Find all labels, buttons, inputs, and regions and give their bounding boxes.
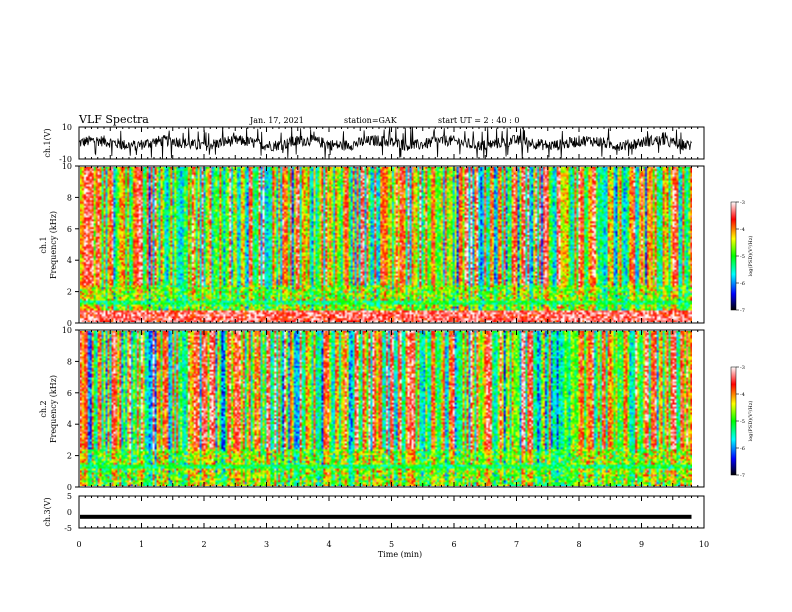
x-tick-label: 5 — [389, 540, 394, 549]
colorbar-tick-label: -5 — [740, 419, 745, 425]
spectrogram-ytick-label: 2 — [67, 452, 72, 461]
x-tick-label: 6 — [451, 540, 456, 549]
ch3-ytick-bottom: -5 — [64, 524, 72, 533]
x-axis-tick-labels: 0 1 2 3 4 5 6 7 8 9 10 — [76, 540, 709, 549]
colorbar-tick-label: -3 — [740, 200, 745, 206]
spectrogram-ytick-label: 10 — [62, 162, 72, 171]
colorbar-tick-label: -3 — [740, 365, 745, 371]
ch1-spectrogram-ylabel-channel: ch.1 — [39, 236, 48, 253]
x-tick-label: 8 — [576, 540, 581, 549]
ch1-spectrogram-panel: 0 2 4 6 8 10 ch.1 Frequency (kHz) — [39, 162, 705, 328]
colorbar-tick-label: -4 — [740, 392, 745, 398]
x-axis-label: Time (min) — [378, 550, 422, 559]
ch1-ytick-bottom: -10 — [59, 155, 72, 164]
x-tick-label: 10 — [699, 540, 709, 549]
colorbar-tick-label: -7 — [740, 308, 745, 314]
spectrogram-ytick-label: 10 — [62, 326, 72, 335]
ch1-spectrogram-ylabel-frequency: Frequency (kHz) — [49, 211, 58, 279]
spectrogram-ytick-label: 8 — [67, 357, 72, 366]
spectrogram-raster — [80, 331, 692, 486]
spectrogram-ytick-label: 4 — [67, 256, 72, 265]
ch3-waveform-ylabel: ch.3(V) — [43, 497, 52, 526]
ch1-ytick-top: 10 — [62, 123, 72, 132]
figure-title: VLF Spectra — [78, 113, 149, 126]
ch3-ytick-top: 5 — [67, 492, 72, 501]
x-tick-label: 4 — [326, 540, 331, 549]
colorbar-tick-label: -6 — [740, 446, 745, 452]
spectrogram-ytick-label: 4 — [67, 420, 72, 429]
colorbar-tick-label: -4 — [740, 227, 745, 233]
spectrogram-ytick-label: 6 — [67, 389, 72, 398]
header-date: Jan. 17, 2021 — [249, 116, 304, 125]
ch2-colorbar-gradient — [730, 366, 737, 476]
x-tick-label: 0 — [76, 540, 81, 549]
ch2-spectrogram-ylabel-channel: ch.2 — [39, 400, 48, 417]
x-tick-label: 1 — [139, 540, 144, 549]
x-tick-label: 3 — [264, 540, 269, 549]
ch2-spectrogram-panel: 0 2 4 6 8 10 ch.2 Frequency (kHz) — [39, 326, 705, 492]
spectrogram-ytick-label: 8 — [67, 193, 72, 202]
ch1-waveform-panel: 10 -10 ch.1(V) — [43, 123, 705, 164]
spectrogram-ytick-label: 0 — [67, 483, 72, 492]
ch2-spectrogram-image — [80, 331, 692, 486]
ch1-spectrogram-image — [80, 167, 692, 322]
ch1-waveform-trace — [78, 126, 692, 159]
ch2-spectrogram-ylabel-frequency: Frequency (kHz) — [49, 375, 58, 443]
spectrogram-ytick-label: 2 — [67, 288, 72, 297]
colorbar-tick-label: -5 — [740, 254, 745, 260]
ch1-colorbar: -3 -4 -5 -6 -7 log(PSD)(V²/Hz) — [730, 200, 754, 314]
time-tick-marks — [78, 127, 705, 528]
spectrogram-ytick-label: 0 — [67, 319, 72, 328]
ch3-waveform-panel: 5 0 -5 ch.3(V) — [43, 492, 705, 533]
colorbar-tick-label: -6 — [740, 281, 745, 287]
ch2-colorbar-label: log(PSD)(V²/Hz) — [747, 401, 754, 442]
ch1-colorbar-gradient — [730, 201, 737, 311]
colorbar-tick-label: -7 — [740, 473, 745, 479]
ch1-colorbar-label: log(PSD)(V²/Hz) — [747, 236, 754, 277]
spectrogram-ytick-label: 6 — [67, 225, 72, 234]
ch2-colorbar: -3 -4 -5 -6 -7 log(PSD)(V²/Hz) — [730, 365, 754, 479]
ch3-ytick-middle: 0 — [67, 508, 72, 517]
x-tick-label: 7 — [514, 540, 519, 549]
ch1-waveform-ylabel: ch.1(V) — [43, 128, 52, 157]
header-station: station=GAK — [344, 116, 398, 125]
ch3-waveform-trace — [80, 514, 692, 519]
x-tick-label: 2 — [201, 540, 206, 549]
x-tick-label: 9 — [639, 540, 644, 549]
spectrogram-raster — [80, 167, 692, 322]
header-start-time: start UT = 2 : 40 : 0 — [438, 116, 519, 125]
